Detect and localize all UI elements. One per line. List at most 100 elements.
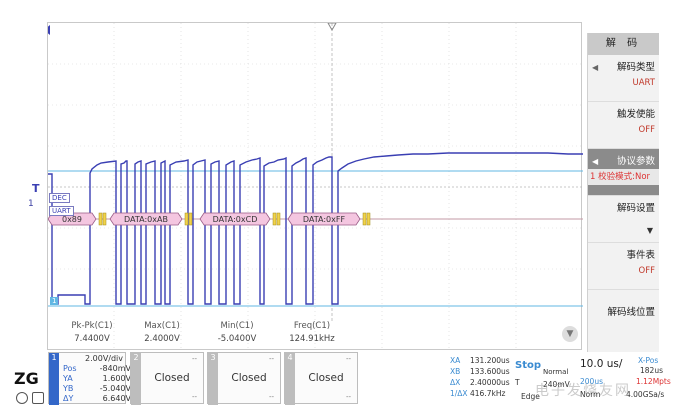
- menu-item-decode-type[interactable]: ◀ 解码类型 UART: [588, 55, 659, 102]
- cursor-row: XB 133.600us: [450, 367, 510, 376]
- yb-label: YB: [63, 384, 74, 393]
- svg-text:ZG: ZG: [14, 369, 39, 388]
- stop-bit-marker: [276, 212, 281, 226]
- channel-4-panel[interactable]: 4 -- Closed --: [284, 352, 358, 405]
- channel-number: 3: [208, 353, 218, 405]
- sample-rate: 4.00GSa/s: [626, 390, 665, 399]
- trigger-mode: Normal: [543, 368, 569, 376]
- menu-item-decode-line-position[interactable]: 解码线位置: [588, 290, 659, 337]
- stop-bit-marker: [366, 212, 371, 226]
- stop-bit-marker: [188, 212, 193, 226]
- measurement-name: Min(C1): [220, 321, 254, 331]
- measurement-name: Freq(C1): [293, 321, 331, 331]
- timebase-scale: 10.0 us/: [580, 358, 623, 370]
- cursor-readout: XA 131.200us XB 133.600us ΔX 2.40000us 1/ΔX…: [450, 352, 530, 404]
- decoded-packet-box: [287, 212, 361, 226]
- cursor-label: 1/ΔX: [450, 389, 468, 398]
- triangle-down-icon: ▼: [646, 226, 653, 235]
- decoded-packet-label: DATA:0xCD: [213, 215, 258, 224]
- trigger-source: T: [515, 378, 520, 387]
- menu-title: 解 码: [588, 33, 659, 55]
- stop-bit-marker: [98, 212, 103, 226]
- menu-item-event-table[interactable]: 事件表 OFF: [588, 243, 659, 290]
- scroll-down-icon[interactable]: ▼: [562, 326, 578, 342]
- decoded-packet-label: DATA:0xFF: [303, 215, 346, 224]
- decode-tag-dec: DEC: [49, 193, 70, 203]
- waveform-display[interactable]: 0x89 DATA:0xAB DATA:0xCD DATA:0xFF: [47, 22, 583, 351]
- cursor-value: 131.200us: [470, 356, 510, 365]
- run-state[interactable]: Stop: [515, 360, 542, 371]
- measurement-strip: Pk-Pk(C1) 7.4400V Max(C1) 2.4000V Min(C1…: [47, 320, 582, 350]
- trigger-panel[interactable]: Stop Normal T 240mV Edge: [515, 352, 577, 404]
- menu-item-value: OFF: [638, 266, 655, 276]
- status-bar: ZG 1 2.00V/div Pos -840mV YA 1.600V YB -5.0…: [0, 352, 680, 420]
- watermark-text: 电子发烧友网: [535, 383, 631, 399]
- channel-dash: --: [191, 355, 197, 363]
- chevron-left-icon: ◀: [592, 63, 599, 72]
- menu-item-protocol-params[interactable]: ◀ 协议参数 1 校验模式:Nor: [588, 149, 659, 196]
- menu-item-label: 解码类型: [616, 62, 655, 73]
- channel-dy: ΔY 6.640V: [63, 394, 131, 403]
- channel-status: Closed: [231, 372, 267, 384]
- home-icon[interactable]: [16, 392, 28, 404]
- trigger-type: Edge: [521, 392, 540, 401]
- acq-mode: Norm: [580, 390, 601, 399]
- channel-number: 2: [131, 353, 141, 405]
- cursor-label: XA: [450, 356, 461, 365]
- channel-dash: --: [268, 355, 274, 363]
- measurement-name: Max(C1): [144, 321, 180, 331]
- channel-dash: --: [345, 355, 351, 363]
- chevron-left-icon: ◀: [592, 157, 599, 166]
- cursor-value: 2.40000us: [470, 378, 510, 387]
- channel-number: 1: [49, 353, 59, 405]
- timebase-rate-label: 200us: [580, 377, 603, 386]
- measurement-freq: Freq(C1) 124.91kHz: [272, 320, 352, 346]
- decoded-packet-box: [48, 212, 97, 226]
- decode-menu: 解 码 ◀ 解码类型 UART 触发使能 OFF ◀ 协议参数 1 校验模式:N…: [587, 33, 659, 355]
- cursor-row: XA 131.200us: [450, 356, 510, 365]
- menu-item-label: 协议参数: [616, 156, 655, 167]
- cursor-value: 133.600us: [470, 367, 510, 376]
- pos-label: Pos: [63, 364, 77, 373]
- brand-logo-icon: ZG: [14, 369, 39, 388]
- menu-item-decode-settings[interactable]: 解码设置 ▼: [588, 196, 659, 243]
- channel-2-panel[interactable]: 2 -- Closed --: [130, 352, 204, 405]
- xpos-value: 182us: [640, 366, 663, 375]
- stop-bit-marker: [184, 212, 189, 226]
- channel-scale: 2.00V/div: [85, 354, 124, 363]
- timebase-panel[interactable]: 10.0 us/ X-Pos 182us 200us 1.12Mpts Norm…: [578, 352, 678, 404]
- decoded-packet-label: DATA:0xAB: [124, 215, 168, 224]
- decoded-packet-box: [109, 212, 183, 226]
- yb-value: -5.040V: [99, 384, 131, 393]
- channel-number: 4: [285, 353, 295, 405]
- channel-dash: --: [345, 393, 351, 401]
- decoded-packet-box: [199, 212, 271, 226]
- channel-dash: --: [191, 393, 197, 401]
- decoded-packet-label: 0x89: [62, 215, 82, 224]
- cursor-row: ΔX 2.40000us: [450, 378, 510, 387]
- pos-value: -840mV: [99, 364, 131, 373]
- menu-item-trigger-enable[interactable]: 触发使能 OFF: [588, 102, 659, 149]
- menu-item-label: 事件表: [626, 250, 655, 261]
- channel-status: Closed: [308, 372, 344, 384]
- channel-3-panel[interactable]: 3 -- Closed --: [207, 352, 281, 405]
- trigger-level: 240mV: [543, 380, 570, 389]
- channel-status: Closed: [154, 372, 190, 384]
- decode-tag-uart: UART: [49, 206, 74, 216]
- dy-label: ΔY: [63, 394, 74, 403]
- measurement-value: -5.0400V: [217, 334, 257, 344]
- channel-dash: --: [268, 393, 274, 401]
- measurement-value: 124.91kHz: [289, 334, 335, 344]
- measurement-max: Max(C1) 2.4000V: [122, 320, 202, 346]
- ya-value: 1.600V: [102, 374, 131, 383]
- menu-item-value: UART: [632, 78, 655, 88]
- menu-item-value: 1 校验模式:Nor: [588, 169, 659, 185]
- channel-pos: Pos -840mV: [63, 364, 131, 373]
- menu-item-label: 解码线位置: [607, 307, 655, 318]
- menu-item-label: 解码设置: [616, 203, 655, 214]
- memory-points: 1.12Mpts: [636, 377, 671, 386]
- channel-1-panel[interactable]: 1 2.00V/div Pos -840mV YA 1.600V YB -5.040V…: [48, 352, 131, 405]
- settings-icon[interactable]: [32, 392, 44, 404]
- measurement-value: 7.4400V: [74, 334, 110, 344]
